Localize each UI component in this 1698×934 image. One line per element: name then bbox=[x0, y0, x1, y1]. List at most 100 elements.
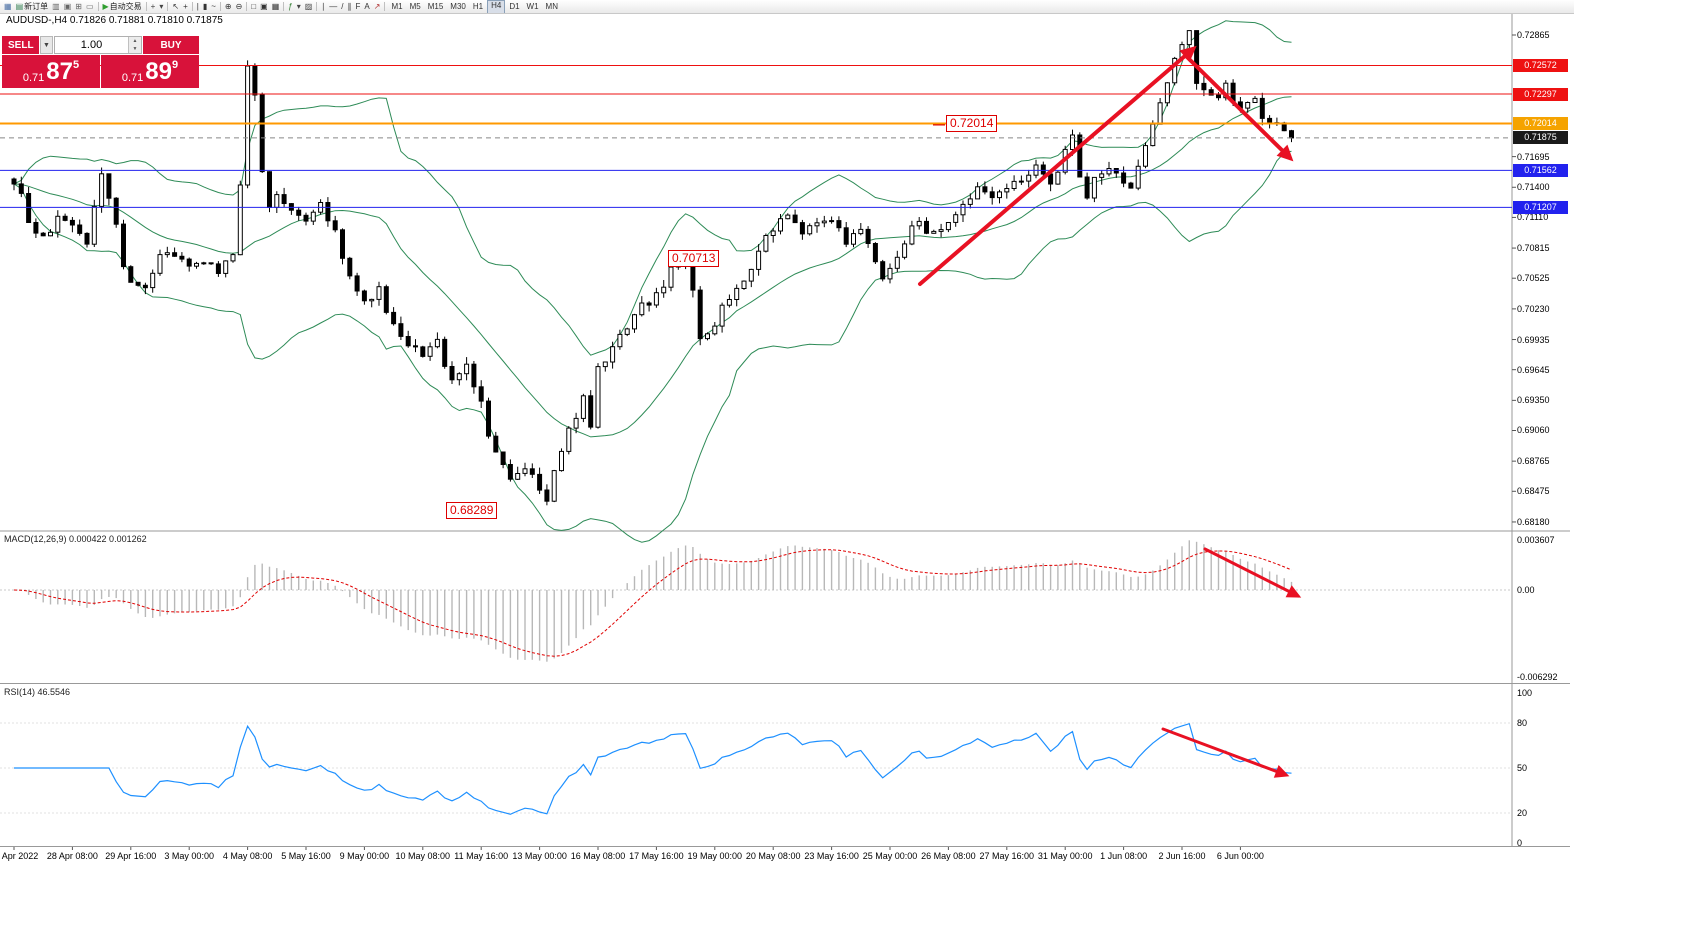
cascade-windows-icon[interactable]: ▣ bbox=[258, 1, 270, 13]
zoom-out-icon[interactable]: ⊖ bbox=[234, 1, 245, 13]
time-axis-label: 23 May 16:00 bbox=[804, 851, 859, 861]
timeframe-m1-button[interactable]: M1 bbox=[391, 1, 403, 11]
volume-input[interactable] bbox=[55, 37, 128, 53]
time-axis-label: 6 Jun 00:00 bbox=[1216, 851, 1264, 861]
grid-icon[interactable]: ▦ bbox=[270, 1, 282, 13]
tile-windows-icon[interactable]: □ bbox=[249, 1, 258, 13]
navigator-icon[interactable]: ⊞ bbox=[73, 1, 84, 13]
time-axis-label: 11 May 16:00 bbox=[454, 851, 509, 861]
price-axis-badge: 0.72014 bbox=[1513, 116, 1568, 130]
time-axis-label: 26 May 08:00 bbox=[921, 851, 976, 861]
candlestick-icon[interactable]: ▮ bbox=[201, 1, 209, 13]
timeframe-d1-button[interactable]: D1 bbox=[509, 1, 520, 11]
order-type-dropdown[interactable]: ▼ bbox=[40, 36, 53, 54]
autotrading-icon[interactable]: ▶ 自动交易 bbox=[101, 1, 144, 13]
sell-price-display[interactable]: 0.71 87 5 bbox=[2, 55, 100, 88]
sell-price-big: 87 bbox=[46, 57, 73, 85]
timeframe-m5-button[interactable]: M5 bbox=[409, 1, 421, 11]
vertical-line-icon[interactable]: ∣ bbox=[319, 1, 327, 13]
timeframe-mn-button[interactable]: MN bbox=[545, 1, 558, 11]
templates-glyph: ▨ bbox=[304, 1, 313, 11]
fibonacci-icon[interactable]: F bbox=[354, 1, 363, 13]
time-axis-label: 28 Apr 08:00 bbox=[46, 851, 98, 861]
indicators-icon[interactable]: ƒ bbox=[286, 1, 294, 13]
rsi-axis-label: 80 bbox=[1517, 718, 1528, 728]
new-chart-icon[interactable]: + bbox=[149, 1, 158, 13]
price-axis-label: 0.69935 bbox=[1517, 334, 1550, 345]
data-window-glyph: ▣ bbox=[63, 1, 72, 11]
horizontal-line-glyph: ― bbox=[329, 1, 338, 11]
price-axis-label: 0.68475 bbox=[1517, 486, 1550, 497]
new-order-icon[interactable]: ▤ 新订单 bbox=[14, 1, 51, 13]
cursor-icon[interactable]: ↖ bbox=[170, 1, 181, 13]
bar-chart-icon[interactable]: | bbox=[195, 1, 201, 13]
time-axis-label: 4 May 08:00 bbox=[222, 851, 273, 861]
volume-up-button[interactable]: ▲ bbox=[129, 37, 141, 45]
timeframe-h4-button[interactable]: H4 bbox=[487, 0, 506, 13]
price-axis-badge: 0.71562 bbox=[1513, 163, 1568, 177]
top-toolbar: ▦ ▤ 新订单 ▥ ▣ ⊞ ▭ ▶ 自动交易 + ▾ ↖ + | ▮ ~ ⊕ ⊖ □ ▣ ▦ ƒ ▾ ▨ ∣ ― / ∥ F A ↗ M1 M5… bbox=[0, 0, 1574, 14]
crosshair-glyph: + bbox=[183, 1, 188, 11]
buy-price-display[interactable]: 0.71 89 9 bbox=[101, 55, 199, 88]
toolbar-separator bbox=[316, 2, 318, 11]
time-axis-label: 3 May 00:00 bbox=[164, 851, 214, 861]
volume-down-button[interactable]: ▼ bbox=[129, 45, 141, 53]
time-axis-label: 13 May 00:00 bbox=[512, 851, 567, 861]
profiles-icon[interactable]: ▾ bbox=[157, 1, 165, 13]
time-axis-label: 10 May 08:00 bbox=[395, 851, 451, 861]
time-axis-label: 17 May 16:00 bbox=[629, 851, 684, 861]
sell-button[interactable]: SELL bbox=[2, 36, 39, 54]
candlestick-glyph: ▮ bbox=[202, 1, 208, 11]
autotrading-glyph: ▶ bbox=[102, 1, 109, 11]
periods-icon[interactable]: ▾ bbox=[295, 1, 303, 13]
buy-price-sup: 9 bbox=[172, 59, 179, 71]
timeframe-w1-button[interactable]: W1 bbox=[526, 1, 539, 11]
new-chart-glyph: + bbox=[150, 1, 156, 11]
templates-icon[interactable]: ▨ bbox=[303, 1, 315, 13]
line-chart-icon[interactable]: ~ bbox=[209, 1, 218, 13]
tile-windows-glyph: □ bbox=[251, 1, 257, 11]
charts-icon[interactable]: ▦ bbox=[2, 1, 14, 13]
market-watch-icon[interactable]: ▥ bbox=[50, 1, 62, 13]
volume-spinner: ▲ ▼ bbox=[128, 37, 141, 53]
trendline-icon[interactable]: / bbox=[339, 1, 345, 13]
buy-button[interactable]: BUY bbox=[143, 36, 199, 54]
crosshair-icon[interactable]: + bbox=[181, 1, 190, 13]
navigator-glyph: ⊞ bbox=[75, 1, 82, 11]
bar-chart-glyph: | bbox=[196, 1, 199, 11]
channel-icon[interactable]: ∥ bbox=[346, 1, 354, 13]
arrow-tool-glyph: ↗ bbox=[373, 1, 381, 11]
macd-axis-label: 0.00 bbox=[1517, 585, 1535, 595]
zoom-in-icon[interactable]: ⊕ bbox=[223, 1, 234, 13]
price-annotation: 0.68289 bbox=[446, 502, 498, 519]
time-axis-label: 19 May 00:00 bbox=[687, 851, 743, 861]
price-axis-label: 0.68765 bbox=[1517, 456, 1550, 467]
horizontal-line-icon[interactable]: ― bbox=[327, 1, 339, 13]
timeframe-m15-button[interactable]: M15 bbox=[427, 1, 444, 11]
rsi-indicator-label: RSI(14) 46.5546 bbox=[4, 687, 71, 697]
price-axis-label: 0.69645 bbox=[1517, 364, 1550, 375]
annotation-value: 0.68289 bbox=[446, 502, 498, 519]
time-axis-label: 1 Jun 08:00 bbox=[1100, 851, 1148, 861]
time-axis-label: 9 May 00:00 bbox=[339, 851, 390, 861]
new-order-glyph: ▤ bbox=[15, 1, 24, 11]
price-axis-label: 0.69350 bbox=[1517, 395, 1550, 406]
indicators-glyph: ƒ bbox=[288, 1, 293, 11]
price-axis-badge: 0.71875 bbox=[1513, 131, 1568, 145]
annotation-value: 0.72014 bbox=[946, 115, 998, 132]
text-icon[interactable]: A bbox=[362, 1, 371, 13]
arrow-tool-icon[interactable]: ↗ bbox=[372, 1, 383, 13]
rsi-axis-label: 20 bbox=[1517, 808, 1528, 818]
time-axis-label: 31 May 00:00 bbox=[1037, 851, 1093, 861]
terminal-icon[interactable]: ▭ bbox=[84, 1, 96, 13]
macd-indicator-label: MACD(12,26,9) 0.000422 0.001262 bbox=[4, 534, 147, 544]
chart-canvas[interactable] bbox=[0, 0, 1570, 866]
price-axis-label: 0.68180 bbox=[1517, 516, 1550, 527]
timeframe-m30-button[interactable]: M30 bbox=[450, 1, 466, 11]
channel-glyph: ∥ bbox=[347, 1, 352, 11]
timeframe-h1-button[interactable]: H1 bbox=[472, 1, 484, 11]
data-window-icon[interactable]: ▣ bbox=[62, 1, 74, 13]
price-axis-label: 0.69060 bbox=[1517, 425, 1550, 436]
buy-price-big: 89 bbox=[145, 57, 172, 85]
